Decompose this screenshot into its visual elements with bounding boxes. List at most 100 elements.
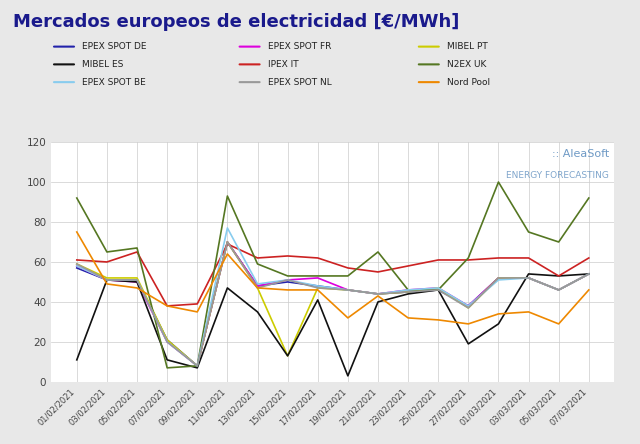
EPEX SPOT BE	[253, 281, 261, 287]
EPEX SPOT FR	[404, 287, 412, 293]
MIBEL PT	[555, 287, 563, 293]
EPEX SPOT DE	[103, 277, 111, 282]
EPEX SPOT NL	[585, 271, 593, 277]
IPEX IT	[103, 259, 111, 265]
EPEX SPOT NL	[404, 289, 412, 295]
Line: MIBEL ES: MIBEL ES	[77, 274, 589, 376]
MIBEL PT	[133, 275, 141, 281]
EPEX SPOT DE	[253, 283, 261, 289]
N2EX UK	[223, 194, 231, 199]
EPEX SPOT BE	[555, 287, 563, 293]
EPEX SPOT NL	[495, 275, 502, 281]
Nord Pool	[193, 309, 201, 314]
EPEX SPOT NL	[223, 239, 231, 245]
EPEX SPOT NL	[344, 287, 352, 293]
IPEX IT	[404, 263, 412, 269]
Text: MIBEL ES: MIBEL ES	[82, 60, 124, 69]
EPEX SPOT BE	[314, 283, 321, 289]
N2EX UK	[495, 179, 502, 185]
EPEX SPOT FR	[193, 363, 201, 369]
MIBEL ES	[133, 279, 141, 285]
N2EX UK	[133, 245, 141, 250]
EPEX SPOT NL	[314, 285, 321, 291]
MIBEL PT	[163, 337, 171, 343]
IPEX IT	[585, 255, 593, 261]
N2EX UK	[374, 250, 382, 255]
IPEX IT	[495, 255, 502, 261]
MIBEL PT	[103, 275, 111, 281]
Line: IPEX IT: IPEX IT	[77, 244, 589, 306]
EPEX SPOT NL	[133, 277, 141, 282]
MIBEL ES	[163, 357, 171, 362]
Text: MIBEL PT: MIBEL PT	[447, 42, 488, 51]
MIBEL ES	[435, 287, 442, 293]
MIBEL PT	[253, 285, 261, 291]
IPEX IT	[314, 255, 321, 261]
EPEX SPOT FR	[103, 277, 111, 282]
EPEX SPOT FR	[525, 275, 532, 281]
MIBEL ES	[374, 299, 382, 305]
Nord Pool	[374, 293, 382, 299]
EPEX SPOT BE	[525, 275, 532, 281]
EPEX SPOT BE	[103, 277, 111, 282]
N2EX UK	[314, 273, 321, 279]
EPEX SPOT NL	[193, 363, 201, 369]
Text: N2EX UK: N2EX UK	[447, 60, 486, 69]
Nord Pool	[284, 287, 291, 293]
EPEX SPOT FR	[465, 303, 472, 309]
MIBEL PT	[314, 285, 321, 291]
MIBEL ES	[344, 373, 352, 378]
MIBEL PT	[404, 289, 412, 295]
Nord Pool	[163, 303, 171, 309]
EPEX SPOT DE	[404, 289, 412, 295]
EPEX SPOT BE	[73, 263, 81, 269]
Text: :: AleaSoft: :: AleaSoft	[552, 149, 609, 159]
EPEX SPOT BE	[374, 291, 382, 297]
EPEX SPOT FR	[555, 287, 563, 293]
IPEX IT	[133, 250, 141, 255]
EPEX SPOT BE	[585, 271, 593, 277]
EPEX SPOT FR	[223, 239, 231, 245]
MIBEL ES	[223, 285, 231, 291]
Line: Nord Pool: Nord Pool	[77, 232, 589, 324]
Line: EPEX SPOT FR: EPEX SPOT FR	[77, 242, 589, 366]
MIBEL PT	[374, 291, 382, 297]
Text: EPEX SPOT FR: EPEX SPOT FR	[268, 42, 331, 51]
EPEX SPOT FR	[284, 277, 291, 282]
Nord Pool	[465, 321, 472, 327]
EPEX SPOT DE	[133, 277, 141, 282]
EPEX SPOT DE	[435, 287, 442, 293]
IPEX IT	[253, 255, 261, 261]
EPEX SPOT DE	[555, 287, 563, 293]
N2EX UK	[585, 195, 593, 201]
EPEX SPOT BE	[465, 303, 472, 309]
Nord Pool	[585, 287, 593, 293]
EPEX SPOT BE	[163, 339, 171, 345]
MIBEL PT	[284, 353, 291, 359]
EPEX SPOT NL	[73, 261, 81, 266]
EPEX SPOT DE	[193, 363, 201, 369]
MIBEL PT	[585, 271, 593, 277]
MIBEL ES	[404, 291, 412, 297]
MIBEL ES	[73, 357, 81, 362]
IPEX IT	[435, 258, 442, 263]
MIBEL ES	[495, 321, 502, 327]
EPEX SPOT NL	[374, 291, 382, 297]
IPEX IT	[465, 258, 472, 263]
EPEX SPOT BE	[193, 363, 201, 369]
N2EX UK	[344, 273, 352, 279]
MIBEL PT	[193, 363, 201, 369]
EPEX SPOT FR	[253, 283, 261, 289]
Nord Pool	[495, 311, 502, 317]
Text: ENERGY FORECASTING: ENERGY FORECASTING	[506, 171, 609, 180]
N2EX UK	[465, 255, 472, 261]
EPEX SPOT DE	[314, 283, 321, 289]
EPEX SPOT NL	[163, 339, 171, 345]
MIBEL PT	[495, 275, 502, 281]
MIBEL ES	[284, 353, 291, 359]
EPEX SPOT BE	[404, 287, 412, 293]
MIBEL PT	[435, 285, 442, 291]
IPEX IT	[73, 258, 81, 263]
IPEX IT	[223, 242, 231, 247]
EPEX SPOT FR	[73, 263, 81, 269]
